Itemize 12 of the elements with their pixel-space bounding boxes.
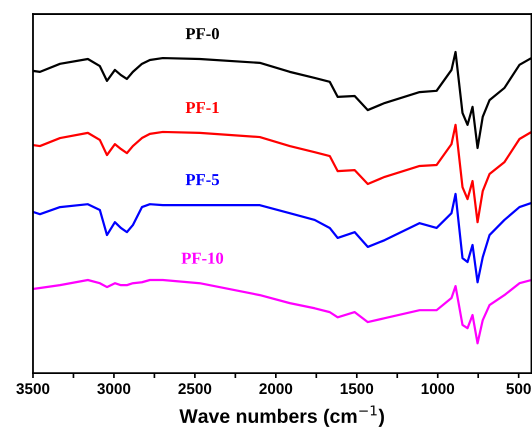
- series-label: PF-5: [186, 174, 219, 186]
- x-tick-label: 3500: [16, 383, 50, 394]
- x-tick-label: 1500: [340, 383, 374, 394]
- x-tick-label: 2000: [259, 383, 292, 394]
- series-label: PF-0: [186, 28, 219, 40]
- x-tick-label: 1000: [422, 383, 454, 394]
- x-axis-title: Wave numbers (cm$^{−1}$): [179, 405, 384, 427]
- x-tick-label: 2500: [178, 383, 212, 394]
- series-label: PF-10: [181, 252, 224, 264]
- series-label: PF-1: [186, 102, 219, 113]
- x-tick-label: 3000: [97, 383, 130, 394]
- x-tick-label: 500: [506, 383, 531, 394]
